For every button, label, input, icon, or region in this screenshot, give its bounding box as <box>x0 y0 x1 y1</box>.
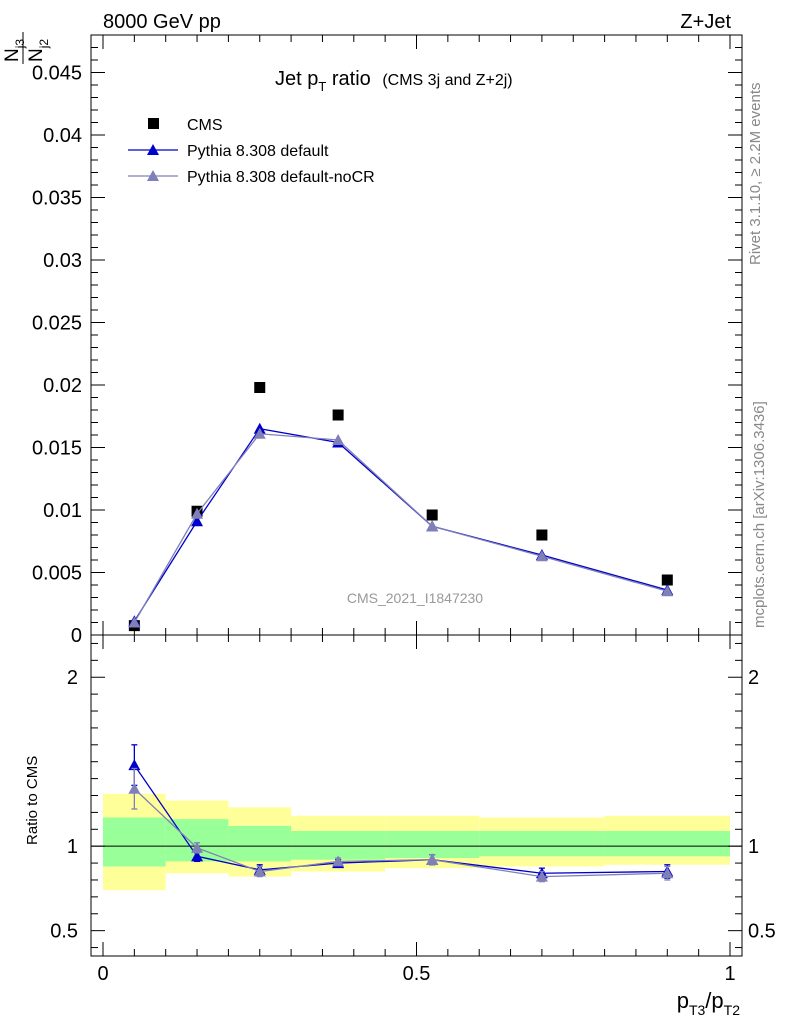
legend-label-default: Pythia 8.308 default <box>187 143 329 160</box>
cms-point <box>332 409 344 421</box>
band-green-4 <box>385 830 480 859</box>
ylabel-num: N <box>2 48 23 62</box>
plot-title-note: (CMS 3j and Z+2j) <box>382 72 512 89</box>
main-marker-2 <box>128 616 141 628</box>
main-ytick-label: 0.045 <box>32 63 82 85</box>
ratio-plot-frame <box>90 634 743 957</box>
main-ytick-label: 0.015 <box>32 438 82 460</box>
xlabel-s2: T2 <box>724 1002 741 1018</box>
ratio-ytick-label: 0.5 <box>50 921 78 943</box>
ratio-marker-1 <box>535 870 548 882</box>
cms-point <box>254 382 266 393</box>
ratio-marker-1 <box>332 855 345 867</box>
legend-marker-nocr <box>147 170 159 181</box>
xlabel-p2: p <box>711 988 723 1013</box>
xtick-label: 0.5 <box>403 963 431 985</box>
band-green-2 <box>228 825 292 862</box>
mcplots-label: mcplots.cern.ch [arXiv:1306.3436] <box>751 401 768 628</box>
main-marker-2 <box>191 507 204 519</box>
legend-marker-default <box>147 144 159 155</box>
main-ytick-label: 0.04 <box>43 125 82 147</box>
ylabel-den-sub: j2 <box>37 39 51 50</box>
ylabel-num-sub: j3 <box>13 39 27 50</box>
ratio-marker-1 <box>253 865 266 877</box>
xtick-label: 1 <box>724 963 735 985</box>
xlabel-s1: T3 <box>689 1002 706 1018</box>
collision-label: 8000 GeV pp <box>103 11 221 33</box>
legend-label-nocr: Pythia 8.308 default-noCR <box>187 169 375 186</box>
main-marker-1 <box>191 515 204 527</box>
ratio-marker-1 <box>661 867 674 879</box>
main-ytick-label: 0.025 <box>32 313 82 335</box>
cms-point <box>661 574 673 586</box>
ratio-marker-1 <box>191 841 204 853</box>
plot-title-rest: ratio <box>326 68 370 90</box>
ratio-ytick-label: 1 <box>67 836 78 858</box>
main-marker-2 <box>332 434 345 445</box>
ratio-ytick-label-right: 2 <box>748 667 759 689</box>
svg-text:Nj3: Nj3 <box>2 39 27 62</box>
main-marker-2 <box>535 550 548 562</box>
main-marker-2 <box>253 427 266 439</box>
main-ytick-label: 0.03 <box>43 250 82 272</box>
main-marker-2 <box>661 585 674 597</box>
axes-layer: 0 0.005 0.01 0.015 0.02 0.025 0.03 0.035 0.04 0.0… <box>32 34 776 985</box>
cms-point <box>536 529 548 541</box>
ratio-marker-0 <box>128 759 141 771</box>
band-green-6 <box>604 830 730 857</box>
ratio-marker-1 <box>128 782 141 794</box>
xlabel-slash: / <box>705 988 712 1013</box>
cms-point <box>426 509 438 521</box>
main-ytick-label: 0.035 <box>32 188 82 210</box>
legend-marker-cms <box>148 118 159 129</box>
plot-title-sub: T <box>318 79 326 94</box>
rivet-label: Rivet 3.1.10, ≥ 2.2M events <box>747 83 764 266</box>
legend: CMS Pythia 8.308 default Pythia 8.308 de… <box>128 117 375 186</box>
plot-title-main: Jet p <box>275 68 318 90</box>
process-label: Z+Jet <box>680 11 731 33</box>
band-green-3 <box>291 830 386 860</box>
ylabel-den: N <box>26 48 47 62</box>
ratio-ytick-label: 2 <box>67 667 78 689</box>
band-green-0 <box>103 817 166 867</box>
main-ytick-label: 0.02 <box>43 375 82 397</box>
main-marker-2 <box>426 520 439 532</box>
band-green-5 <box>479 830 605 857</box>
ratio-ytick-label-right: 1 <box>748 836 759 858</box>
xlabel: pT3/pT2 <box>677 988 741 1018</box>
main-ytick-label: 0 <box>71 625 82 647</box>
ratio-ylabel: Ratio to CMS <box>24 756 41 845</box>
plot-title: Jet pT ratio (CMS 3j and Z+2j) <box>275 68 513 94</box>
legend-label-cms: CMS <box>187 117 223 134</box>
analysis-watermark: CMS_2021_I1847230 <box>347 590 483 606</box>
xtick-label: 0 <box>97 963 108 985</box>
data-layer <box>128 382 674 883</box>
ratio-marker-0 <box>191 850 204 862</box>
ratio-ytick-label-right: 0.5 <box>748 921 776 943</box>
xlabel-p1: p <box>677 988 689 1013</box>
svg-text:Nj2: Nj2 <box>26 39 51 62</box>
main-ylabel: Nj3 Nj2 <box>2 32 51 64</box>
ratio-marker-1 <box>426 853 439 865</box>
main-ytick-label: 0.01 <box>43 500 82 522</box>
main-ytick-label: 0.005 <box>32 563 82 585</box>
